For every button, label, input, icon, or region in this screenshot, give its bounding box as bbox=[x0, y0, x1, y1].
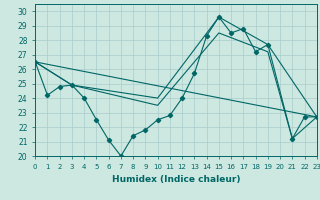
X-axis label: Humidex (Indice chaleur): Humidex (Indice chaleur) bbox=[112, 175, 240, 184]
